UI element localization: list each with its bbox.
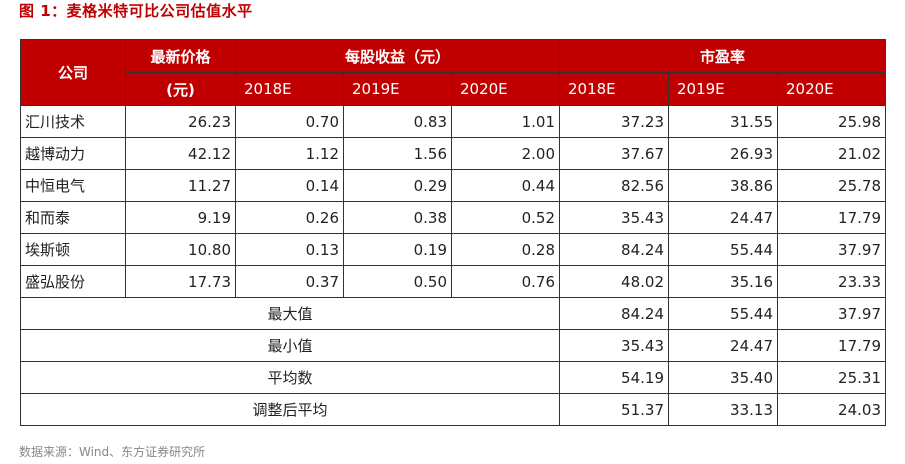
eps-cell: 0.38	[343, 201, 452, 234]
pe-cell: 24.47	[668, 329, 778, 362]
valuation-table: 公司 最新价格 每股收益（元） 市盈率 (元) 2018E 2019E 2020…	[20, 39, 886, 426]
eps-cell: 0.26	[235, 201, 344, 234]
pe-cell: 35.43	[559, 329, 669, 362]
eps-cell: 0.44	[451, 169, 560, 202]
pe-cell: 24.03	[777, 393, 886, 426]
table-row: 和而泰 9.19 0.26 0.38 0.52 35.43 24.47 17.7…	[20, 201, 886, 234]
eps-cell: 0.29	[343, 169, 452, 202]
pe-cell: 35.16	[668, 265, 778, 298]
header-eps-year: 2020E	[451, 72, 560, 106]
eps-cell: 0.28	[451, 233, 560, 266]
stats-row-mean: 平均数 54.19 35.40 25.31	[20, 361, 886, 394]
pe-cell: 84.24	[559, 233, 669, 266]
eps-cell: 0.37	[235, 265, 344, 298]
pe-cell: 48.02	[559, 265, 669, 298]
pe-cell: 54.19	[559, 361, 669, 394]
stats-row-adjusted-mean: 调整后平均 51.37 33.13 24.03	[20, 393, 886, 426]
pe-cell: 17.79	[777, 329, 886, 362]
pe-cell: 37.23	[559, 105, 669, 138]
stats-row-max: 最大值 84.24 55.44 37.97	[20, 297, 886, 330]
price-cell: 10.80	[125, 233, 236, 266]
pe-cell: 55.44	[668, 233, 778, 266]
company-name: 汇川技术	[20, 105, 126, 138]
eps-cell: 0.52	[451, 201, 560, 234]
table-row: 埃斯顿 10.80 0.13 0.19 0.28 84.24 55.44 37.…	[20, 233, 886, 266]
source-note: 数据来源：Wind、东方证券研究所	[19, 445, 206, 459]
pe-cell: 25.78	[777, 169, 886, 202]
pe-cell: 23.33	[777, 265, 886, 298]
stats-row-min: 最小值 35.43 24.47 17.79	[20, 329, 886, 362]
price-cell: 42.12	[125, 137, 236, 170]
pe-cell: 37.67	[559, 137, 669, 170]
pe-cell: 82.56	[559, 169, 669, 202]
eps-cell: 0.14	[235, 169, 344, 202]
header-price-unit: (元)	[125, 72, 236, 106]
table-row: 中恒电气 11.27 0.14 0.29 0.44 82.56 38.86 25…	[20, 169, 886, 202]
company-name: 中恒电气	[20, 169, 126, 202]
table-body: 汇川技术 26.23 0.70 0.83 1.01 37.23 31.55 25…	[20, 105, 886, 426]
pe-cell: 33.13	[668, 393, 778, 426]
eps-cell: 1.12	[235, 137, 344, 170]
pe-cell: 26.93	[668, 137, 778, 170]
price-cell: 11.27	[125, 169, 236, 202]
company-name: 盛弘股份	[20, 265, 126, 298]
pe-cell: 35.43	[559, 201, 669, 234]
company-name: 埃斯顿	[20, 233, 126, 266]
company-name: 越博动力	[20, 137, 126, 170]
stat-label: 最小值	[20, 329, 560, 362]
header-eps-year: 2019E	[343, 72, 452, 106]
pe-cell: 51.37	[559, 393, 669, 426]
pe-cell: 25.31	[777, 361, 886, 394]
header-pe-year: 2019E	[668, 72, 778, 106]
pe-cell: 21.02	[777, 137, 886, 170]
header-pe-group: 市盈率	[559, 39, 886, 73]
eps-cell: 2.00	[451, 137, 560, 170]
header-company: 公司	[20, 39, 126, 106]
pe-cell: 17.79	[777, 201, 886, 234]
eps-cell: 1.01	[451, 105, 560, 138]
header-eps-group: 每股收益（元）	[235, 39, 560, 73]
pe-cell: 55.44	[668, 297, 778, 330]
price-cell: 17.73	[125, 265, 236, 298]
figure-title: 图 1：麦格米特可比公司估值水平	[19, 2, 253, 20]
table-row: 汇川技术 26.23 0.70 0.83 1.01 37.23 31.55 25…	[20, 105, 886, 138]
price-cell: 26.23	[125, 105, 236, 138]
eps-cell: 0.83	[343, 105, 452, 138]
pe-cell: 37.97	[777, 297, 886, 330]
eps-cell: 0.76	[451, 265, 560, 298]
stat-label: 平均数	[20, 361, 560, 394]
eps-cell: 0.70	[235, 105, 344, 138]
eps-cell: 0.13	[235, 233, 344, 266]
header-eps-year: 2018E	[235, 72, 344, 106]
company-name: 和而泰	[20, 201, 126, 234]
pe-cell: 37.97	[777, 233, 886, 266]
pe-cell: 38.86	[668, 169, 778, 202]
pe-cell: 35.40	[668, 361, 778, 394]
header-price: 最新价格	[125, 39, 236, 73]
stat-label: 调整后平均	[20, 393, 560, 426]
header-pe-year: 2020E	[777, 72, 886, 106]
price-cell: 9.19	[125, 201, 236, 234]
pe-cell: 25.98	[777, 105, 886, 138]
pe-cell: 24.47	[668, 201, 778, 234]
eps-cell: 0.50	[343, 265, 452, 298]
table-row: 盛弘股份 17.73 0.37 0.50 0.76 48.02 35.16 23…	[20, 265, 886, 298]
eps-cell: 0.19	[343, 233, 452, 266]
header-pe-year: 2018E	[559, 72, 669, 106]
stat-label: 最大值	[20, 297, 560, 330]
pe-cell: 31.55	[668, 105, 778, 138]
pe-cell: 84.24	[559, 297, 669, 330]
table-row: 越博动力 42.12 1.12 1.56 2.00 37.67 26.93 21…	[20, 137, 886, 170]
eps-cell: 1.56	[343, 137, 452, 170]
